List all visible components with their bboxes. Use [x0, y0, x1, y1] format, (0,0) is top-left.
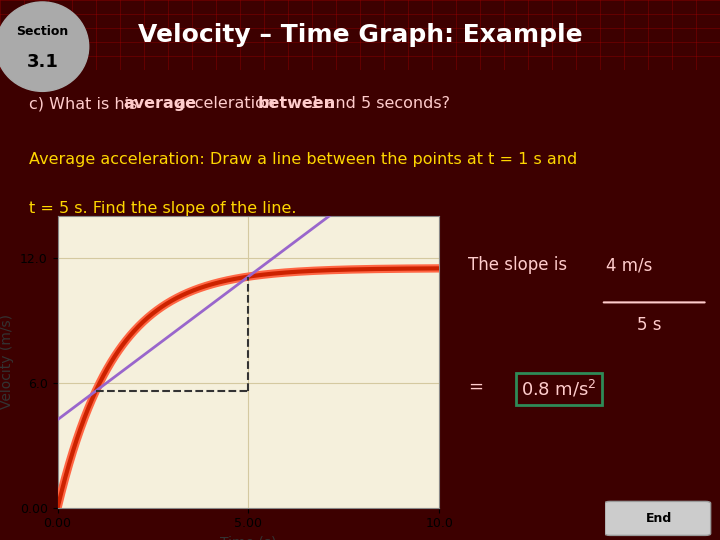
Text: t = 5 s. Find the slope of the line.: t = 5 s. Find the slope of the line. — [29, 201, 297, 217]
Text: 1 and 5 seconds?: 1 and 5 seconds? — [305, 97, 450, 111]
Y-axis label: Velocity (m/s): Velocity (m/s) — [0, 314, 14, 409]
Text: End: End — [646, 512, 672, 525]
Text: average: average — [124, 97, 197, 111]
Text: 4 m/s: 4 m/s — [606, 256, 652, 274]
Text: c) What is his: c) What is his — [29, 97, 143, 111]
Text: acceleration: acceleration — [171, 97, 281, 111]
Text: Average acceleration: Draw a line between the points at t = 1 s and: Average acceleration: Draw a line betwee… — [29, 152, 577, 167]
X-axis label: Time (s): Time (s) — [220, 536, 276, 540]
Text: Velocity – Time Graph: Example: Velocity – Time Graph: Example — [138, 23, 582, 47]
Text: 0.8 m/s$^2$: 0.8 m/s$^2$ — [521, 378, 597, 399]
Text: =: = — [468, 378, 482, 396]
Text: 3.1: 3.1 — [27, 53, 58, 71]
Text: Section: Section — [17, 25, 68, 38]
Circle shape — [0, 2, 89, 91]
Text: The slope is: The slope is — [468, 256, 572, 274]
FancyBboxPatch shape — [605, 501, 711, 536]
Text: 5 s: 5 s — [636, 316, 661, 334]
Text: between: between — [258, 97, 336, 111]
